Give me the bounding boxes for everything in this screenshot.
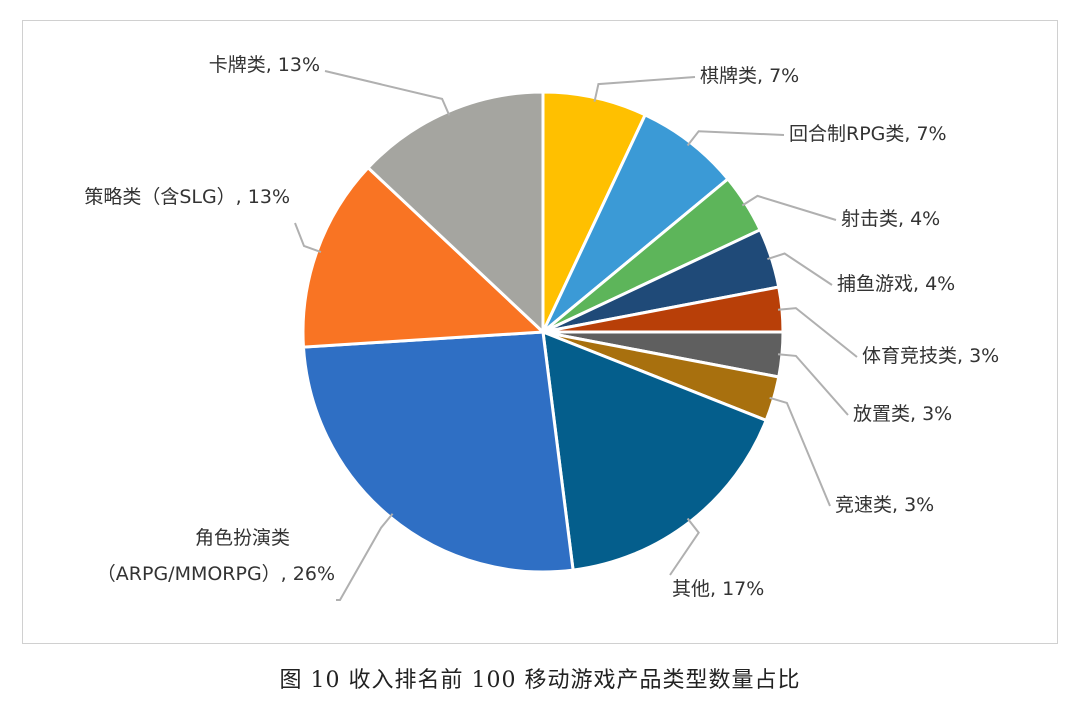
slice-label: 竞速类, 3% <box>835 494 934 516</box>
slice-label: 卡牌类, 13% <box>209 54 320 76</box>
slice-label: 体育竞技类, 3% <box>862 345 999 367</box>
leader-line <box>767 252 833 286</box>
leader-line <box>294 222 322 254</box>
slice-label: 策略类（含SLG）, 13% <box>84 186 290 208</box>
leader-line <box>777 307 858 358</box>
slice-label: 捕鱼游戏, 4% <box>837 273 955 295</box>
leader-line <box>593 76 696 102</box>
slice-label-line: （ARPG/MMORPG）, 26% <box>97 563 335 585</box>
slice-label: 角色扮演类 （ARPG/MMORPG）, 26% <box>97 527 335 585</box>
leader-line <box>741 194 837 221</box>
leader-line <box>336 513 394 601</box>
slice-label: 回合制RPG类, 7% <box>789 123 947 145</box>
leader-line <box>686 130 785 147</box>
slice-label: 其他, 17% <box>672 578 764 600</box>
slice-label: 射击类, 4% <box>841 208 940 230</box>
slice-label-line: 角色扮演类 <box>195 527 290 549</box>
pie-slice <box>301 330 575 574</box>
leader-line <box>324 70 451 116</box>
figure-caption: 图 10 收入排名前 100 移动游戏产品类型数量占比 <box>279 668 801 693</box>
slice-label: 棋牌类, 7% <box>700 65 799 87</box>
slice-label: 放置类, 3% <box>853 403 952 425</box>
leader-line <box>777 353 849 416</box>
leader-line <box>669 517 700 576</box>
leader-line <box>769 396 831 507</box>
